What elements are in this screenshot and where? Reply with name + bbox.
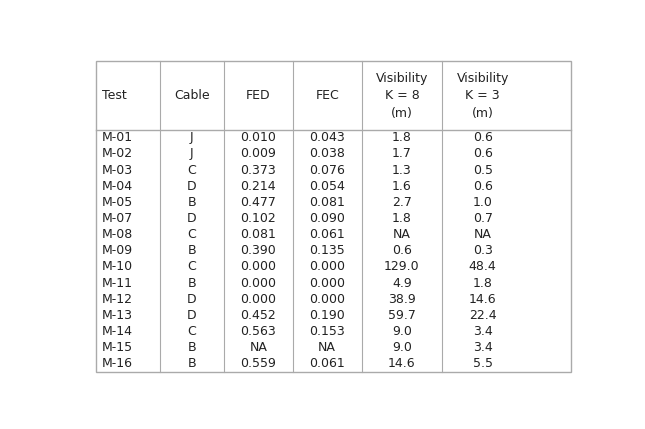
Text: M-01: M-01 — [102, 131, 133, 144]
Text: C: C — [188, 325, 196, 338]
Text: 22.4: 22.4 — [469, 309, 497, 322]
Text: 0.477: 0.477 — [241, 196, 276, 209]
Text: 0.6: 0.6 — [473, 180, 493, 193]
Text: 0.7: 0.7 — [473, 212, 493, 225]
Text: M-12: M-12 — [102, 293, 133, 306]
Text: 0.061: 0.061 — [309, 228, 345, 241]
Text: 0.038: 0.038 — [309, 148, 345, 160]
Text: 1.8: 1.8 — [392, 131, 412, 144]
Text: C: C — [188, 260, 196, 273]
Text: B: B — [188, 277, 196, 290]
Text: B: B — [188, 357, 196, 370]
Text: M-05: M-05 — [102, 196, 133, 209]
Text: B: B — [188, 196, 196, 209]
Text: 1.8: 1.8 — [473, 277, 493, 290]
Text: 0.076: 0.076 — [309, 163, 345, 177]
Text: 0.009: 0.009 — [241, 148, 276, 160]
Text: FED: FED — [246, 89, 271, 102]
Text: FEC: FEC — [315, 89, 339, 102]
Text: M-14: M-14 — [102, 325, 133, 338]
Text: 0.3: 0.3 — [473, 244, 493, 257]
Text: M-13: M-13 — [102, 309, 133, 322]
Text: 0.6: 0.6 — [473, 148, 493, 160]
Text: NA: NA — [318, 341, 336, 354]
Text: 0.102: 0.102 — [241, 212, 276, 225]
Text: NA: NA — [473, 228, 491, 241]
Text: J: J — [190, 148, 193, 160]
Text: Visibility
K = 3
(m): Visibility K = 3 (m) — [457, 72, 509, 120]
Text: 9.0: 9.0 — [392, 341, 412, 354]
Text: 1.8: 1.8 — [392, 212, 412, 225]
Text: 59.7: 59.7 — [388, 309, 416, 322]
Text: 0.043: 0.043 — [309, 131, 345, 144]
Text: Cable: Cable — [174, 89, 210, 102]
Text: 1.7: 1.7 — [392, 148, 412, 160]
Text: 0.6: 0.6 — [392, 244, 412, 257]
Text: 0.390: 0.390 — [241, 244, 276, 257]
FancyBboxPatch shape — [95, 61, 571, 372]
Text: M-02: M-02 — [102, 148, 133, 160]
Text: 0.214: 0.214 — [241, 180, 276, 193]
Text: 0.000: 0.000 — [309, 277, 345, 290]
Text: 48.4: 48.4 — [469, 260, 497, 273]
Text: 0.153: 0.153 — [309, 325, 345, 338]
Text: D: D — [187, 309, 197, 322]
Text: 0.373: 0.373 — [241, 163, 276, 177]
Text: 5.5: 5.5 — [473, 357, 493, 370]
Text: M-10: M-10 — [102, 260, 133, 273]
Text: Test: Test — [102, 89, 126, 102]
Text: 2.7: 2.7 — [392, 196, 412, 209]
Text: 0.054: 0.054 — [309, 180, 345, 193]
Text: 3.4: 3.4 — [473, 341, 493, 354]
Text: M-03: M-03 — [102, 163, 133, 177]
Text: 0.6: 0.6 — [473, 131, 493, 144]
Text: J: J — [190, 131, 193, 144]
Text: 14.6: 14.6 — [469, 293, 497, 306]
Text: 0.563: 0.563 — [241, 325, 276, 338]
Text: 0.081: 0.081 — [309, 196, 345, 209]
Text: 1.0: 1.0 — [473, 196, 493, 209]
Text: 0.000: 0.000 — [241, 277, 276, 290]
Text: 0.000: 0.000 — [309, 293, 345, 306]
Text: NA: NA — [250, 341, 267, 354]
Text: B: B — [188, 341, 196, 354]
Text: M-11: M-11 — [102, 277, 133, 290]
Text: 0.135: 0.135 — [309, 244, 345, 257]
Text: Visibility
K = 8
(m): Visibility K = 8 (m) — [376, 72, 428, 120]
Text: M-07: M-07 — [102, 212, 133, 225]
Text: 0.000: 0.000 — [241, 260, 276, 273]
Text: M-15: M-15 — [102, 341, 133, 354]
Text: 0.5: 0.5 — [473, 163, 493, 177]
Text: 0.090: 0.090 — [309, 212, 345, 225]
Text: 0.010: 0.010 — [241, 131, 276, 144]
Text: D: D — [187, 180, 197, 193]
Text: NA: NA — [393, 228, 411, 241]
Text: 3.4: 3.4 — [473, 325, 493, 338]
Text: 9.0: 9.0 — [392, 325, 412, 338]
Text: 129.0: 129.0 — [384, 260, 420, 273]
Text: 0.452: 0.452 — [241, 309, 276, 322]
Text: D: D — [187, 293, 197, 306]
Text: M-04: M-04 — [102, 180, 133, 193]
Text: 0.081: 0.081 — [241, 228, 276, 241]
Text: 38.9: 38.9 — [388, 293, 416, 306]
Text: 1.6: 1.6 — [392, 180, 412, 193]
Text: D: D — [187, 212, 197, 225]
Text: B: B — [188, 244, 196, 257]
Text: 14.6: 14.6 — [388, 357, 416, 370]
Text: C: C — [188, 228, 196, 241]
Text: M-08: M-08 — [102, 228, 133, 241]
Text: 0.190: 0.190 — [309, 309, 345, 322]
Text: 4.9: 4.9 — [392, 277, 412, 290]
Text: 0.061: 0.061 — [309, 357, 345, 370]
Text: 0.559: 0.559 — [241, 357, 276, 370]
Text: C: C — [188, 163, 196, 177]
Text: M-09: M-09 — [102, 244, 133, 257]
Text: 0.000: 0.000 — [241, 293, 276, 306]
Text: 1.3: 1.3 — [392, 163, 412, 177]
Text: M-16: M-16 — [102, 357, 133, 370]
Text: 0.000: 0.000 — [309, 260, 345, 273]
